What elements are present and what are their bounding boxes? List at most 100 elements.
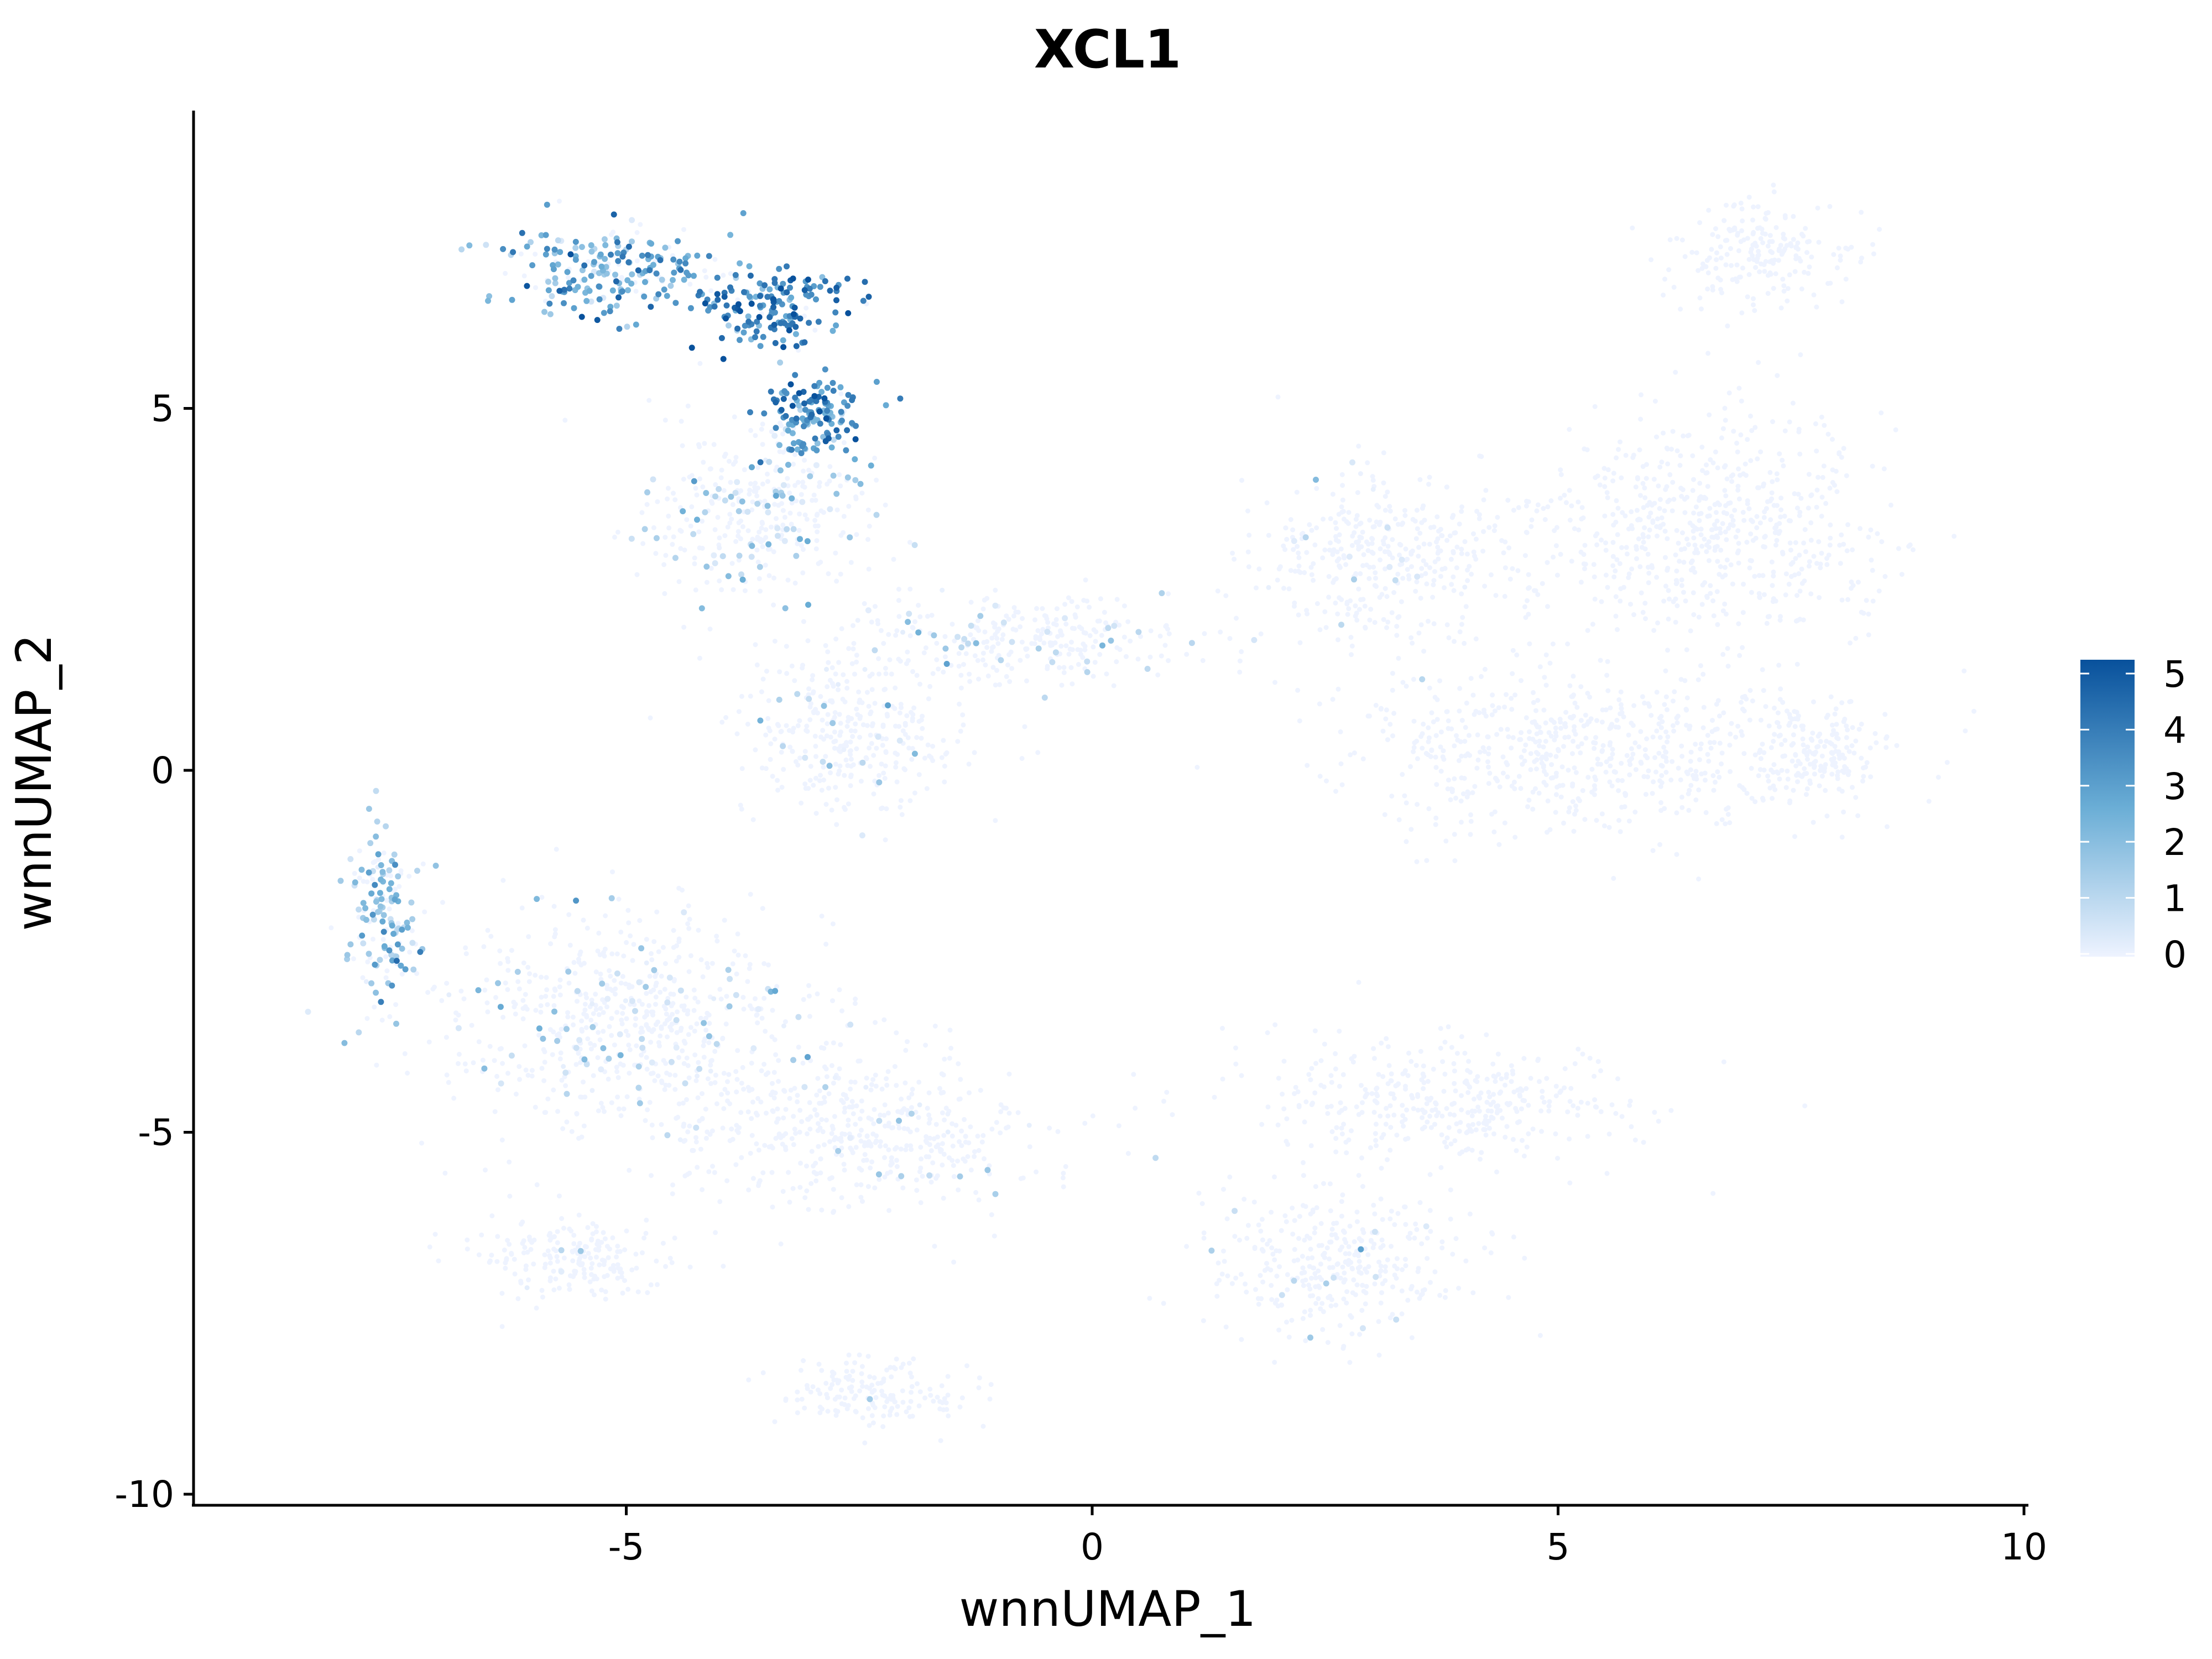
data-point (1767, 233, 1773, 238)
data-point (380, 937, 386, 942)
data-point (1497, 1091, 1503, 1096)
data-point (829, 1063, 834, 1068)
data-point (819, 914, 825, 919)
data-point (1753, 535, 1759, 541)
data-point (914, 1177, 919, 1183)
data-point (1657, 465, 1663, 470)
data-point (1657, 735, 1663, 740)
data-point (1745, 236, 1750, 241)
data-point (941, 1151, 947, 1157)
data-point (1527, 729, 1532, 734)
data-point (1572, 728, 1577, 733)
data-point (1642, 747, 1648, 753)
data-point (1199, 1201, 1205, 1206)
data-point (1484, 1076, 1490, 1082)
data-point (733, 1069, 739, 1074)
data-point (797, 1129, 802, 1135)
data-point (1452, 1068, 1457, 1074)
data-point (815, 1387, 821, 1392)
data-point (909, 757, 915, 762)
data-point (850, 1378, 855, 1383)
data-point (1458, 799, 1464, 804)
data-point (1674, 448, 1680, 453)
data-point (469, 1022, 474, 1028)
data-point (1483, 1133, 1489, 1138)
data-point (672, 1072, 678, 1078)
data-point (1349, 1331, 1355, 1337)
data-point (1116, 1123, 1121, 1129)
data-point (1389, 610, 1395, 615)
data-point (1239, 478, 1244, 483)
data-point (1166, 591, 1171, 597)
data-point (1592, 596, 1598, 602)
data-point (1339, 1199, 1344, 1204)
data-point (1882, 712, 1888, 717)
data-point (1652, 500, 1657, 506)
data-point (1401, 1124, 1406, 1129)
data-point (476, 1039, 482, 1045)
data-point (1581, 723, 1587, 729)
data-point (1525, 804, 1530, 810)
data-point (1543, 682, 1549, 688)
data-point (872, 778, 878, 784)
data-point (1305, 763, 1310, 768)
data-point (1286, 586, 1292, 592)
data-point (1650, 520, 1656, 525)
data-point (505, 968, 511, 973)
data-point (700, 1091, 705, 1097)
data-point (1359, 1155, 1364, 1161)
data-point (781, 766, 786, 772)
data-point (1062, 602, 1068, 607)
data-point (777, 669, 782, 675)
data-point (1239, 1337, 1244, 1342)
data-point (485, 1009, 491, 1015)
data-point (1464, 700, 1469, 706)
data-point (1868, 774, 1874, 780)
data-point (727, 458, 732, 464)
data-point (1444, 1106, 1449, 1111)
data-point (934, 657, 940, 662)
data-point (1341, 517, 1347, 522)
data-point (476, 1252, 482, 1258)
data-point (384, 898, 389, 903)
data-point (1369, 1091, 1375, 1097)
data-point (1318, 1306, 1323, 1312)
data-point (582, 1244, 588, 1249)
data-point (1853, 795, 1859, 800)
data-point (1442, 1139, 1447, 1145)
data-point (659, 1122, 664, 1127)
data-point (842, 805, 847, 810)
data-point (1459, 622, 1464, 627)
data-point (1667, 497, 1672, 503)
data-point (700, 518, 705, 524)
data-point (648, 989, 654, 994)
data-point (1822, 422, 1827, 428)
data-point (1246, 533, 1252, 538)
data-point (1122, 603, 1127, 609)
data-point (1356, 979, 1361, 985)
data-point (1608, 755, 1614, 761)
data-point (1389, 1208, 1394, 1214)
data-point (1686, 542, 1691, 547)
data-point (1414, 1227, 1420, 1232)
data-point (547, 1238, 553, 1243)
data-point (916, 1403, 922, 1408)
data-point (644, 502, 650, 507)
data-point (1670, 759, 1675, 764)
data-point (700, 546, 705, 551)
data-point (1585, 775, 1591, 780)
data-point (1714, 589, 1720, 594)
data-point (959, 1128, 964, 1134)
data-point (1326, 574, 1332, 579)
data-point (998, 1130, 1003, 1136)
data-point (1797, 552, 1802, 558)
data-point (1308, 1293, 1313, 1298)
data-point (1665, 707, 1670, 712)
data-point (1663, 759, 1669, 764)
data-point (1557, 783, 1562, 789)
data-point (406, 874, 412, 879)
data-point (487, 1044, 493, 1049)
data-point (779, 785, 785, 790)
data-point (1426, 739, 1431, 744)
data-point (634, 1043, 639, 1048)
